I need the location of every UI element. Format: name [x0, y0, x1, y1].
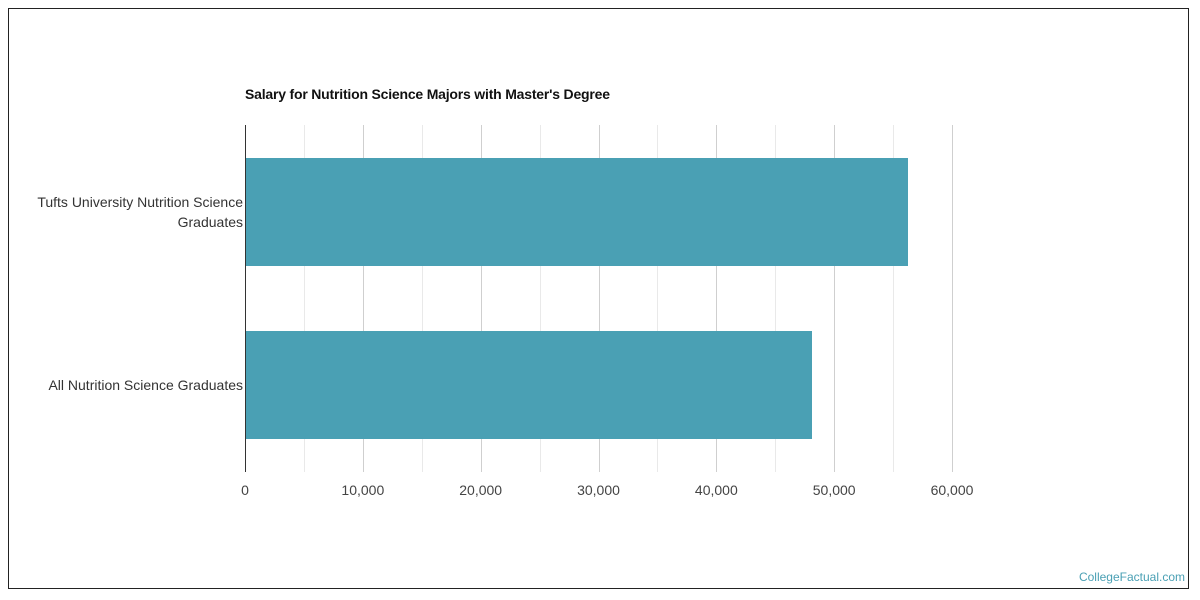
major-grid-line	[480, 125, 482, 472]
x-tick-label: 10,000	[341, 482, 385, 498]
category-label: All Nutrition Science Graduates	[48, 375, 243, 395]
category-label-line: Tufts University Nutrition Science	[37, 194, 243, 210]
y-axis-line	[245, 125, 246, 472]
major-grid-line	[362, 125, 364, 472]
chart-title: Salary for Nutrition Science Majors with…	[245, 86, 610, 102]
x-tick-label: 40,000	[694, 482, 738, 498]
x-tick-label: 20,000	[459, 482, 503, 498]
category-label: Tufts University Nutrition Science Gradua…	[37, 192, 243, 232]
x-tick-label: 50,000	[812, 482, 856, 498]
x-tick-label: 30,000	[577, 482, 620, 498]
minor-grid-line	[539, 125, 541, 472]
bar-1[interactable]	[246, 158, 909, 266]
category-label-line: All Nutrition Science Graduates	[48, 377, 243, 393]
major-grid-line	[952, 125, 953, 472]
chart-frame	[8, 8, 1189, 589]
major-grid-line	[834, 125, 836, 472]
minor-grid-line	[421, 125, 423, 472]
bar-2[interactable]	[246, 331, 812, 439]
minor-grid-line	[303, 125, 305, 472]
source-credit-link[interactable]: CollegeFactual.com	[1078, 570, 1185, 584]
category-label-line: Graduates	[177, 214, 243, 230]
plot-area	[245, 125, 1005, 472]
minor-grid-line	[657, 125, 659, 472]
minor-grid-line	[775, 125, 777, 472]
major-grid-line	[716, 125, 718, 472]
x-tick-label: 0	[241, 482, 249, 498]
x-tick-label: 60,000	[930, 482, 974, 498]
minor-grid-line	[893, 125, 895, 472]
major-grid-line	[598, 125, 600, 472]
